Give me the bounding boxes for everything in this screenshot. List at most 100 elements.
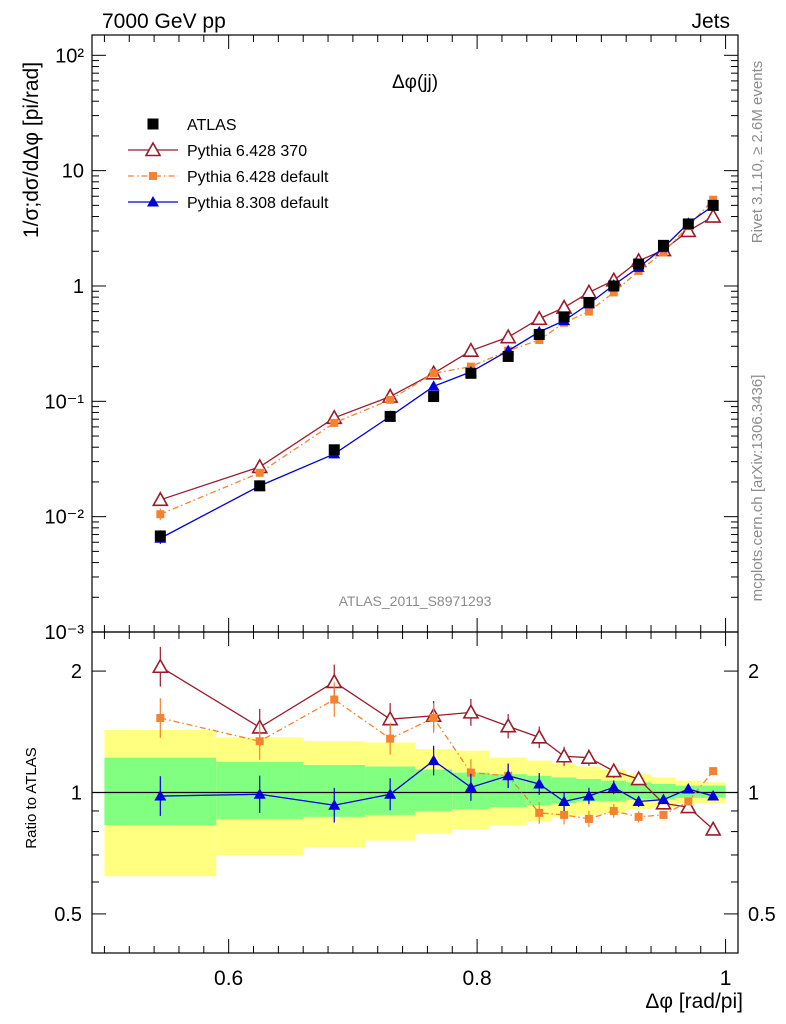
band-inner: [415, 769, 453, 811]
data-point: [657, 239, 669, 251]
main-y-tick-label: 10⁻¹: [45, 391, 85, 413]
data-point: [709, 767, 718, 776]
data-point: [608, 280, 620, 292]
data-point: [707, 790, 720, 801]
band-inner: [651, 783, 676, 800]
data-point: [584, 814, 593, 823]
data-point: [254, 480, 266, 492]
data-point: [255, 737, 264, 746]
legend: ATLAS Pythia 6.428 370 Pythia 6.428 defaul…: [128, 117, 329, 212]
data-point: [429, 369, 438, 378]
data-point: [328, 444, 340, 456]
data-point: [499, 328, 517, 344]
band-inner: [626, 782, 652, 800]
data-point: [682, 783, 695, 794]
data-point: [154, 790, 167, 801]
data-point: [386, 734, 395, 743]
data-point: [560, 810, 569, 819]
data-point: [607, 781, 620, 792]
data-point: [255, 468, 264, 477]
data-point: [156, 510, 165, 519]
rivet-version-text: Rivet 3.1.10, ≥ 2.6M events: [749, 61, 766, 244]
data-point: [530, 728, 548, 744]
data-point: [156, 714, 165, 723]
main-y-tick-label: 1: [73, 276, 84, 298]
data-point: [533, 777, 546, 789]
data-point: [499, 717, 517, 733]
ratio-y-tick-label-left: 1: [71, 783, 82, 805]
ratio-y-tick-label-left: 2: [71, 661, 82, 683]
legend-marker: [147, 118, 159, 130]
x-tick-label: 0.8: [463, 967, 492, 990]
data-point: [584, 307, 593, 316]
data-point: [709, 195, 718, 204]
analysis-id: ATLAS_2011_S8971293: [339, 593, 492, 609]
x-axis-label: Δφ [rad/pi]: [645, 990, 743, 1013]
data-point: [151, 491, 169, 507]
data-point: [682, 218, 694, 230]
data-point: [151, 658, 169, 674]
x-tick-label: 1: [720, 967, 732, 990]
data-point: [384, 788, 397, 799]
ratio-y-tick-label-right: 0.5: [748, 904, 776, 926]
data-point: [580, 283, 598, 299]
x-tick-label: 0.6: [214, 967, 243, 990]
legend-label: Pythia 6.428 default: [187, 169, 329, 186]
data-point: [684, 797, 693, 806]
data-point: [530, 310, 548, 326]
data-point: [558, 311, 570, 323]
data-point: [659, 248, 668, 257]
legend-marker: [149, 172, 157, 180]
header-right: Jets: [691, 10, 730, 33]
legend-label: ATLAS: [187, 117, 237, 134]
data-point: [533, 328, 545, 340]
main-y-tick-label: 10⁻²: [45, 507, 85, 529]
data-point: [633, 258, 645, 270]
data-point: [427, 754, 440, 766]
header-left: 7000 GeV pp: [102, 10, 226, 33]
data-point: [466, 768, 475, 777]
data-point: [707, 199, 719, 211]
data-point: [330, 695, 339, 704]
data-point: [535, 336, 544, 345]
legend-marker: [147, 196, 159, 207]
data-point: [502, 769, 515, 781]
series-line: [160, 199, 714, 515]
ratio-y-tick-label-right: 1: [748, 783, 759, 805]
data-point: [704, 820, 722, 836]
data-point: [659, 810, 668, 819]
main-plot-title: Δφ(jj): [392, 72, 438, 93]
data-point: [679, 798, 697, 814]
ratio-y-tick-label-right: 2: [748, 661, 759, 683]
data-point: [465, 367, 477, 379]
data-point: [555, 747, 573, 763]
main-y-tick-label: 10: [62, 161, 84, 183]
data-point: [464, 781, 477, 792]
main-y-axis-label: 1/σ;dσ/dΔφ [pi/rad]: [20, 62, 43, 238]
data-point: [583, 296, 595, 308]
data-point: [558, 795, 571, 806]
data-point: [428, 391, 440, 403]
ratio-y-tick-label-left: 0.5: [54, 904, 82, 926]
data-point: [502, 350, 514, 362]
data-point: [582, 790, 595, 801]
data-point: [609, 288, 618, 297]
data-point: [429, 714, 438, 723]
data-point: [605, 762, 623, 778]
data-point: [657, 793, 670, 805]
legend-label: Pythia 6.428 370: [187, 143, 307, 160]
data-point: [386, 395, 395, 404]
data-point: [462, 342, 480, 357]
data-point: [630, 770, 647, 786]
data-point: [427, 380, 440, 391]
data-point: [632, 795, 645, 806]
ratio-y-axis-label: Ratio to ATLAS: [23, 747, 40, 848]
data-point: [462, 703, 480, 719]
data-point: [384, 410, 396, 422]
data-point: [555, 298, 573, 314]
data-point: [154, 530, 166, 542]
mcplots-text: mcplots.cern.ch [arXiv:1306.3436]: [749, 375, 766, 602]
data-point: [328, 799, 341, 810]
series-line: [160, 215, 714, 501]
